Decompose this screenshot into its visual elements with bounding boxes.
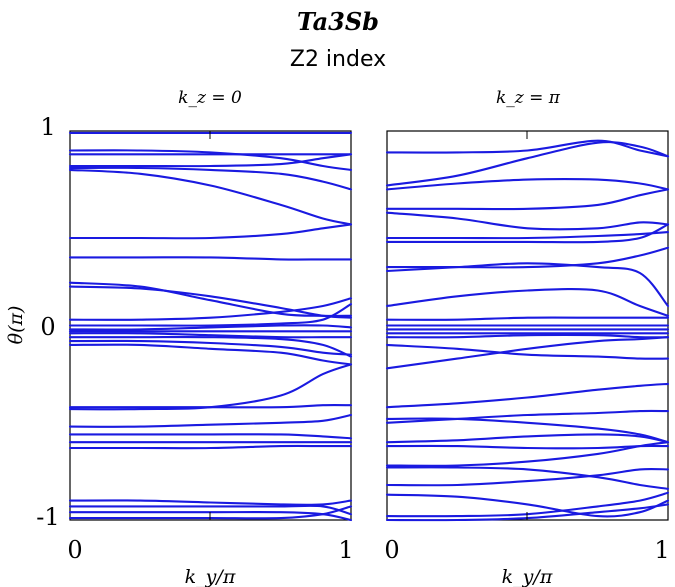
band-line-1-10 — [385, 316, 670, 321]
band-line-1-8 — [385, 288, 670, 317]
band-line-1-17 — [385, 382, 670, 409]
band-line-0-23 — [68, 444, 353, 450]
band-line-1-6 — [385, 223, 670, 244]
band-line-0-6 — [68, 168, 353, 226]
band-line-1-18 — [385, 409, 670, 424]
band-line-1-1 — [385, 141, 670, 187]
panel-title-left: k_z = 0 — [178, 88, 242, 108]
band-line-0-14 — [68, 332, 353, 339]
band-line-0-19 — [68, 404, 353, 409]
band-line-0-5 — [68, 223, 353, 240]
band-line-0-21 — [68, 433, 353, 440]
y-axis-label: θ(π) — [5, 306, 27, 345]
band-line-0-10 — [68, 297, 353, 321]
band-line-1-4 — [385, 211, 670, 231]
x-tick-label-left-0: 0 — [67, 536, 82, 564]
band-line-1-23 — [385, 466, 670, 490]
panel-title-right: k_z = π — [496, 88, 561, 108]
panel-right-curves — [385, 139, 670, 522]
x-axis-label-left: k_y/π — [185, 566, 236, 587]
band-line-1-9 — [385, 262, 670, 308]
band-line-1-3 — [385, 188, 670, 211]
band-line-1-0 — [385, 139, 670, 158]
y-tick-label-bottom: -1 — [36, 503, 59, 531]
band-line-1-27 — [385, 503, 670, 522]
band-line-0-16 — [68, 339, 353, 356]
panel-right — [385, 130, 670, 522]
band-line-0-27 — [68, 505, 353, 520]
band-line-0-4 — [68, 166, 353, 191]
band-line-1-5 — [385, 231, 670, 240]
band-line-1-16 — [385, 343, 670, 360]
band-line-0-12 — [68, 324, 353, 331]
band-line-1-25 — [385, 493, 670, 518]
x-tick-label-right-0: 0 — [384, 536, 399, 564]
band-line-0-20 — [68, 413, 353, 428]
band-line-0-15 — [68, 335, 353, 358]
y-tick-label-top: 1 — [40, 113, 55, 141]
band-line-0-24 — [68, 499, 353, 506]
panel-left-curves — [68, 131, 353, 522]
chart-subtitle: Z2 index — [290, 47, 386, 72]
band-line-1-7 — [385, 246, 670, 269]
x-axis-label-right: k_y/π — [502, 566, 553, 587]
y-tick-label-middle: 0 — [40, 313, 55, 341]
band-line-0-25 — [68, 504, 353, 516]
band-line-0-18 — [68, 363, 353, 411]
chart-title: Ta3Sb — [297, 7, 379, 36]
x-tick-label-right-1: 1 — [654, 536, 669, 564]
band-line-0-7 — [68, 256, 353, 261]
band-line-0-17 — [68, 343, 353, 366]
band-line-0-11 — [68, 303, 353, 327]
band-line-1-22 — [385, 441, 670, 467]
band-line-1-20 — [385, 433, 670, 444]
band-line-1-24 — [385, 467, 670, 487]
band-line-1-26 — [385, 491, 670, 518]
band-line-0-3 — [68, 153, 353, 168]
band-line-0-8 — [68, 285, 353, 319]
band-line-1-19 — [385, 417, 670, 444]
band-line-0-9 — [68, 281, 353, 317]
band-line-1-14 — [385, 333, 670, 339]
panel-left — [68, 130, 353, 522]
band-line-1-2 — [385, 178, 670, 191]
x-tick-label-left-1: 1 — [338, 536, 353, 564]
band-line-1-15 — [385, 336, 670, 370]
